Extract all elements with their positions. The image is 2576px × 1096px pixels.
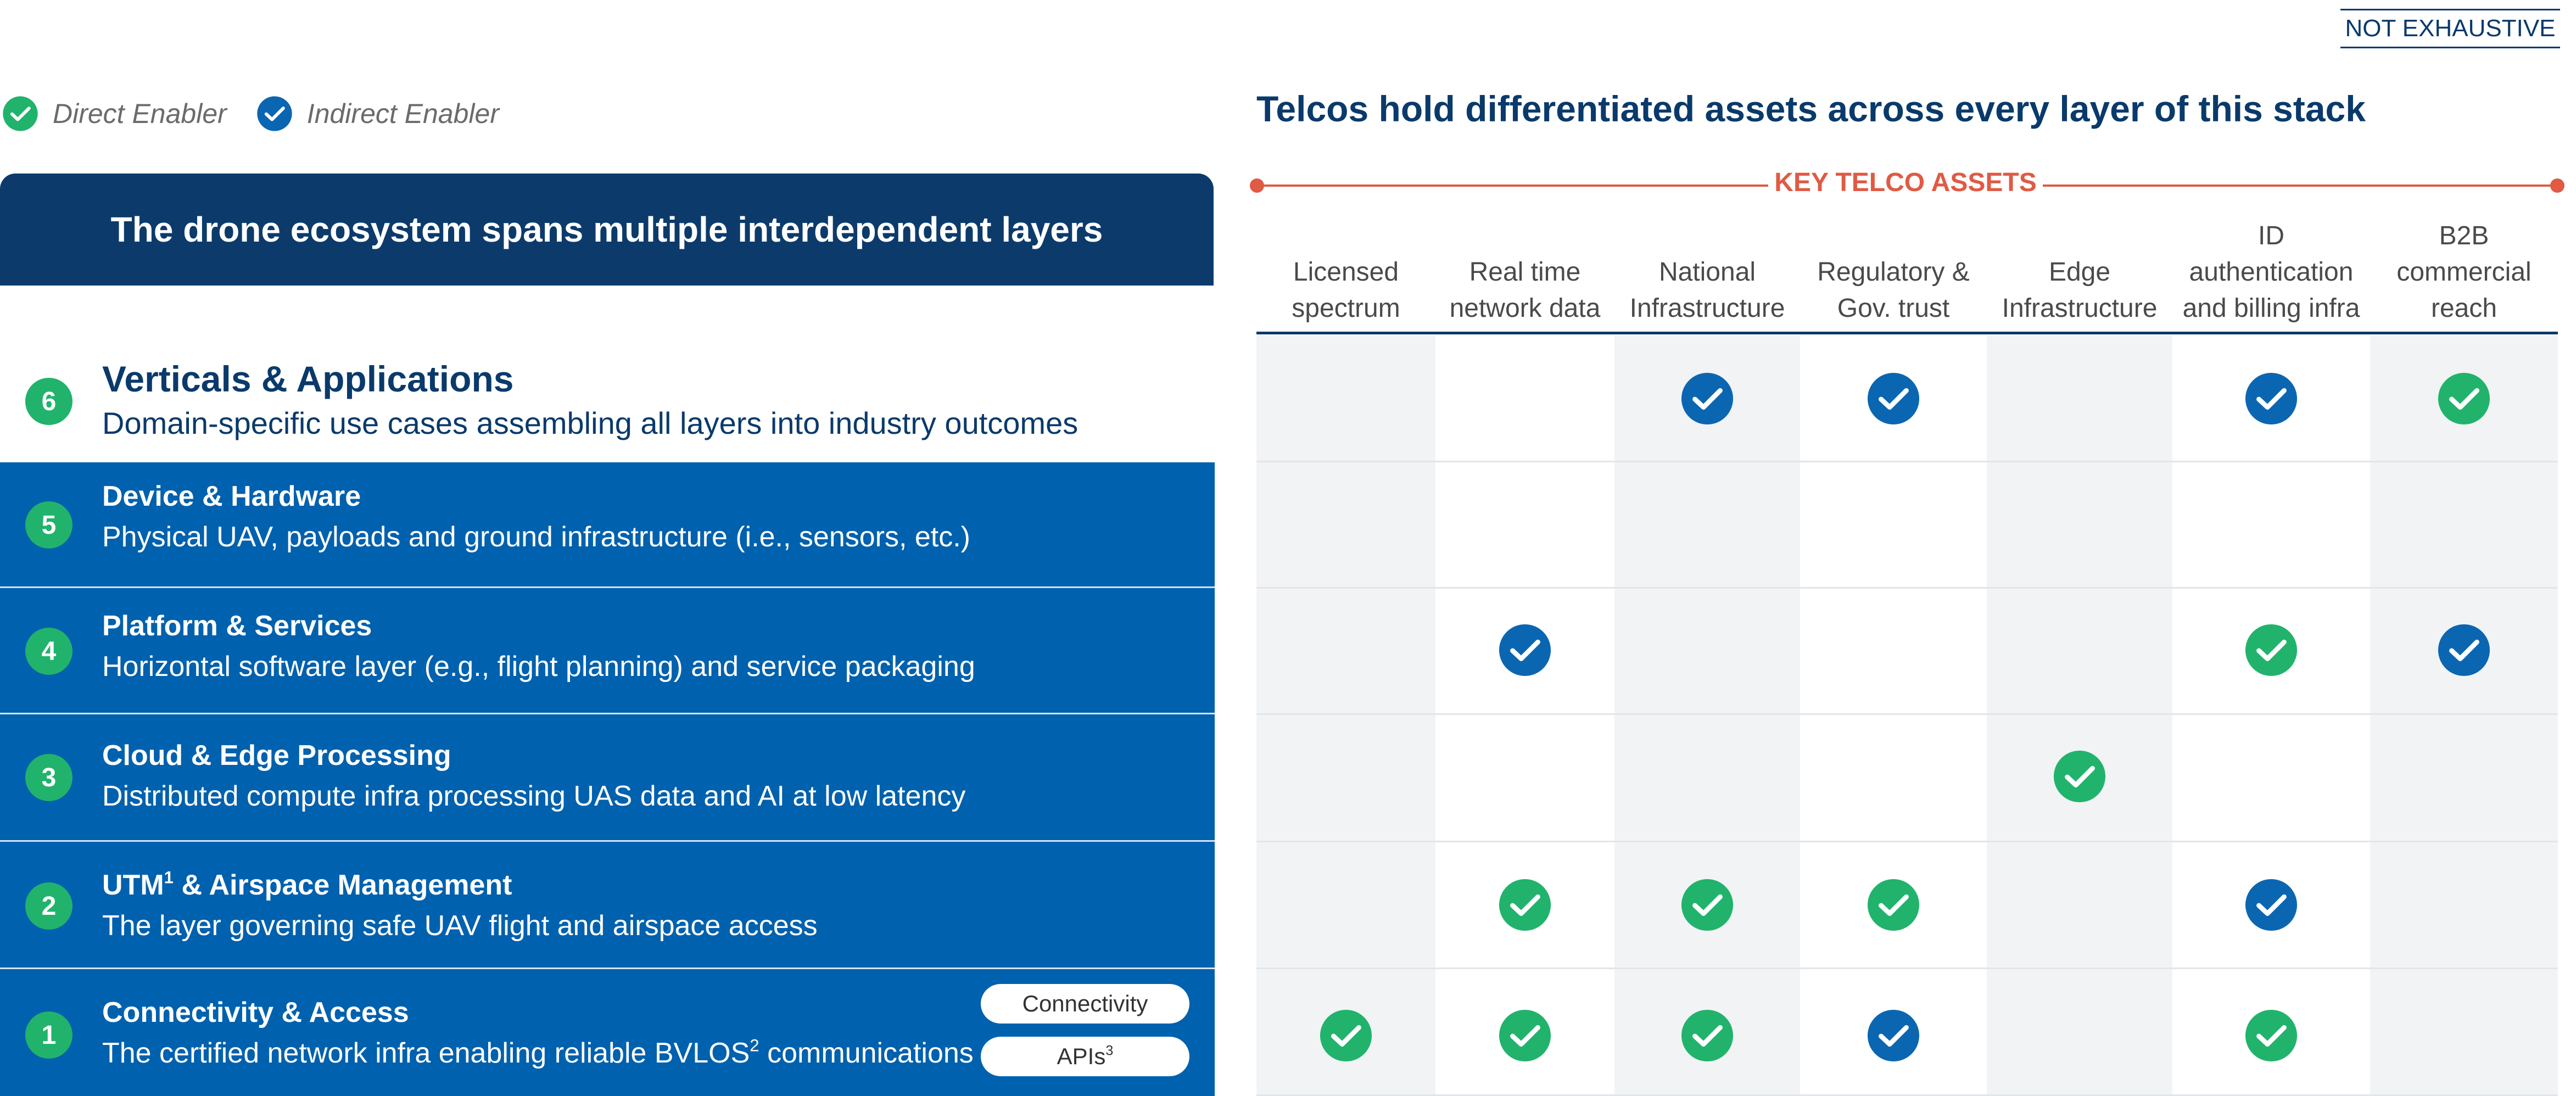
row-divider (1256, 1094, 2558, 1096)
indirect-enabler-check-icon (1680, 372, 1734, 426)
layer-title: UTM1 & Airspace Management (102, 868, 512, 901)
telco-assets-title: Telcos hold differentiated assets across… (1256, 88, 2366, 129)
layer-divider (0, 713, 1215, 714)
column-header: Regulatory & Gov. trust (1817, 258, 1970, 323)
layer-number-badge: 1 (25, 1011, 72, 1059)
row-divider (1256, 841, 2558, 842)
direct-enabler-check-icon (2244, 623, 2298, 677)
legend: Direct Enabler Indirect Enabler (2, 96, 499, 132)
column-header: Real time network data (1449, 258, 1601, 323)
row-divider (1256, 968, 2558, 969)
row-divider (1256, 461, 2558, 462)
direct-enabler-check-icon (1680, 878, 1734, 932)
layer-number-badge: 2 (25, 882, 72, 930)
indirect-enabler-check-icon (2437, 623, 2491, 677)
indirect-enabler-check-icon (2244, 372, 2298, 426)
layer-title: Platform & Services (102, 610, 372, 642)
column-header: ID authentication and billing infra (2182, 221, 2360, 323)
indirect-enabler-check-icon (256, 96, 293, 132)
layer-divider (0, 586, 1215, 588)
direct-enabler-check-icon (2244, 1009, 2298, 1063)
key-line-right (2043, 184, 2558, 187)
layer-title: Cloud & Edge Processing (102, 740, 451, 771)
indirect-enabler-check-icon (1498, 623, 1552, 677)
layer-number-badge: 4 (25, 628, 72, 675)
indirect-enabler-check-icon (1867, 1009, 1920, 1063)
layer-divider (0, 968, 1215, 969)
key-telco-assets-label: KEY TELCO ASSETS (1774, 168, 2037, 197)
layer-description: Distributed compute infra processing UAS… (102, 780, 966, 812)
layer-number-badge: 5 (25, 501, 72, 549)
indirect-enabler-check-icon (1867, 372, 1920, 426)
layer-number-badge: 3 (25, 754, 72, 801)
column-shade (1614, 336, 1800, 1096)
direct-enabler-check-icon (2437, 372, 2491, 426)
layer-number-badge: 6 (25, 378, 72, 425)
layer-description: Physical UAV, payloads and ground infras… (102, 521, 970, 553)
column-header: B2B commercial reach (2396, 221, 2532, 323)
direct-enabler-label: Direct Enabler (53, 98, 227, 129)
direct-enabler-check-icon (2, 96, 38, 132)
key-line-left (1256, 184, 1768, 187)
row-divider (1256, 713, 2558, 715)
key-line-right-dot (2550, 178, 2564, 193)
column-shade (1987, 336, 2172, 1096)
column-header: Edge Infrastructure (2002, 258, 2158, 323)
direct-enabler-check-icon (1498, 1009, 1552, 1063)
layer-title: Connectivity & Access (102, 997, 409, 1028)
header-rule (1256, 332, 2558, 334)
layer-title: Verticals & Applications (102, 359, 514, 399)
layers-block: 5 Device & Hardware Physical UAV, payloa… (0, 462, 1215, 1096)
layer-description: Horizontal software layer (e.g., flight … (102, 651, 975, 683)
column-header: Licensed spectrum (1292, 258, 1400, 323)
layer-description: The layer governing safe UAV flight and … (102, 910, 818, 942)
direct-enabler-check-icon (1680, 1009, 1734, 1063)
indirect-enabler-label: Indirect Enabler (306, 98, 499, 129)
direct-enabler-check-icon (1867, 878, 1920, 932)
direct-enabler-check-icon (1319, 1009, 1373, 1063)
column-shade (2370, 336, 2558, 1096)
column-shade (1256, 336, 1435, 1096)
layer-description: Domain-specific use cases assembling all… (102, 406, 1079, 440)
layer-title: Device & Hardware (102, 480, 361, 512)
column-header: National Infrastructure (1629, 258, 1785, 323)
direct-enabler-check-icon (1498, 878, 1552, 932)
apis-pill: APIs3 (981, 1037, 1189, 1076)
direct-enabler-check-icon (2053, 750, 2106, 803)
not-exhaustive-badge: NOT EXHAUSTIVE (2340, 9, 2560, 48)
connectivity-pill: Connectivity (981, 984, 1189, 1024)
row-divider (1256, 587, 2558, 589)
ecosystem-header: The drone ecosystem spans multiple inter… (0, 174, 1214, 286)
layer-divider (0, 840, 1215, 842)
layer-6-verticals: 6 Verticals & Applications Domain-specif… (0, 336, 1215, 462)
indirect-enabler-check-icon (2244, 878, 2298, 932)
layer-description: The certified network infra enabling rel… (102, 1036, 974, 1069)
